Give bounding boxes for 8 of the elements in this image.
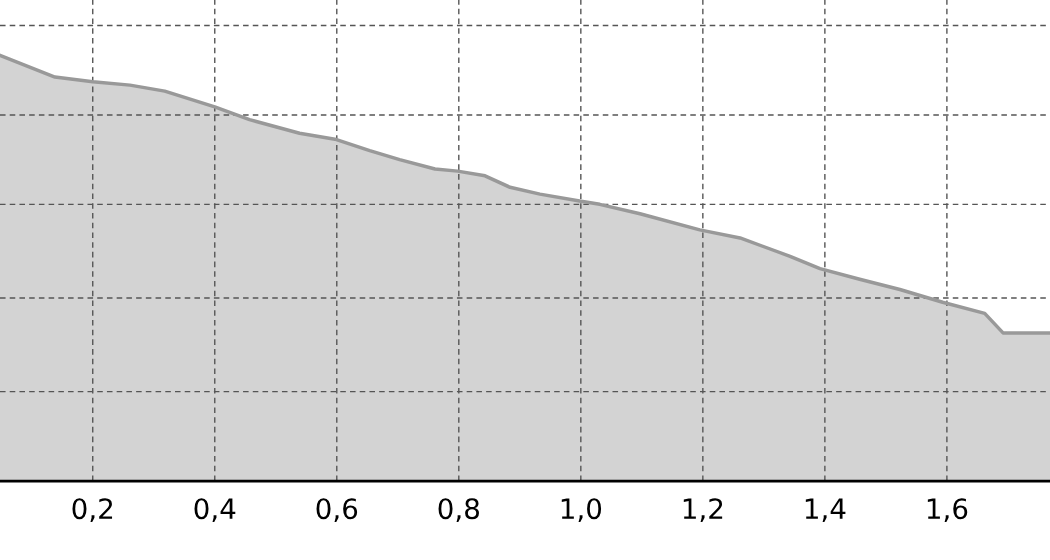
x-tick-label: 0,4 [194, 498, 236, 523]
x-tick-label: 1,6 [927, 498, 968, 523]
x-tick-label: 0,2 [72, 498, 113, 523]
x-tick-label: 0,8 [438, 498, 479, 523]
x-tick-label: 1,2 [683, 498, 723, 523]
x-tick-label: 1,0 [561, 498, 602, 523]
x-tick-label: 0,6 [316, 498, 358, 523]
x-tick-label: 1,4 [805, 498, 846, 523]
